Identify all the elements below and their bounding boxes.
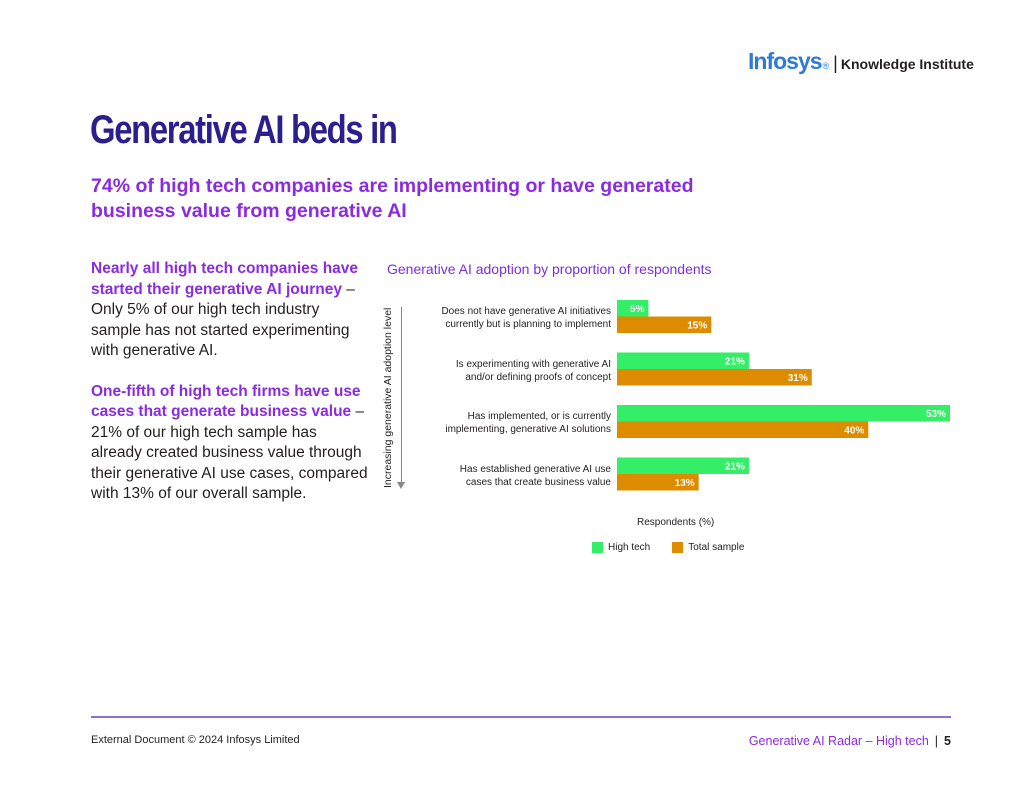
adoption-arrow-line (401, 307, 402, 487)
category-label: Does not have generative AI initiatives c… (441, 305, 611, 331)
paragraph-2: One-fifth of high tech firms have use ca… (91, 382, 371, 505)
legend-item-total-sample: Total sample (672, 542, 744, 553)
data-label: 13% (675, 478, 695, 489)
bar-high-tech (617, 457, 749, 474)
data-label: 21% (725, 356, 745, 367)
data-label: 40% (844, 425, 864, 436)
bar-high-tech (617, 300, 649, 317)
data-label: 5% (630, 304, 645, 315)
category-label-line: Has established generative AI use (459, 463, 611, 475)
p1-text: – Only 5% of our high tech industry samp… (91, 280, 355, 360)
bar-high-tech (617, 405, 950, 422)
legend-label-total-sample: Total sample (688, 542, 745, 553)
page-number: 5 (944, 734, 951, 748)
category-label: Has established generative AI use cases t… (460, 463, 611, 489)
logo-separator: | (833, 53, 838, 73)
page-subtitle: 74% of high tech companies are implement… (91, 175, 694, 222)
bar-total-sample (617, 316, 712, 333)
bar-total-sample (617, 369, 812, 386)
category-label-line: Is experimenting with generative AI (455, 358, 611, 370)
category-label: Is experimenting with generative AI and/o… (456, 358, 611, 384)
data-label: 31% (788, 373, 808, 384)
body-text: Nearly all high tech companies have star… (91, 259, 371, 525)
category-label: Has implemented, or is currently implemen… (445, 410, 611, 436)
bar-total-sample (617, 474, 699, 491)
bar-chart: 5% 15% 21% 31% 53% 40% 21% 13% (617, 300, 950, 491)
bar-total-sample (617, 421, 869, 438)
category-label-line: currently but is planning to implement (445, 319, 611, 330)
logo-brand: Infosys (748, 48, 823, 74)
p1-highlight: Nearly all high tech companies have star… (91, 260, 359, 298)
chart-title: Generative AI adoption by proportion of … (387, 261, 712, 277)
paragraph-1: Nearly all high tech companies have star… (91, 259, 371, 362)
footer-copyright: External Document © 2024 Infosys Limited (91, 734, 300, 746)
infosys-logo: Infosys ® | Knowledge Institute (748, 48, 974, 75)
legend-item-high-tech: High tech (592, 542, 650, 553)
category-label-line: and/or defining proofs of concept (465, 371, 611, 383)
p2-highlight: One-fifth of high tech firms have use ca… (91, 382, 361, 421)
legend-label-high-tech: High tech (608, 542, 651, 553)
chart-legend: High tech Total sample (592, 542, 766, 553)
category-label-line: Does not have generative AI initiatives (441, 306, 611, 317)
legend-swatch-high-tech (592, 542, 603, 553)
category-label-line: implementing, generative AI solutions (445, 424, 611, 435)
p2-text: – 21% of our high tech sample has alread… (91, 403, 368, 502)
page-title: Generative AI beds in (90, 108, 398, 152)
data-label: 21% (725, 461, 745, 472)
legend-swatch-total-sample (672, 542, 684, 553)
footer-divider (91, 716, 951, 718)
data-label: 53% (926, 409, 946, 420)
logo-unit: Knowledge Institute (840, 56, 974, 72)
footer-separator: | (934, 734, 939, 748)
footer-report-name: Generative AI Radar – High tech (748, 734, 929, 748)
category-label-line: Has implemented, or is currently (467, 411, 611, 422)
bar-high-tech (617, 352, 749, 369)
footer-report-title: Generative AI Radar – High tech | 5 (749, 734, 951, 748)
x-axis-label: Respondents (%) (637, 517, 715, 528)
arrow-down-icon (397, 482, 405, 489)
category-label-line: cases that create business value (465, 476, 611, 488)
data-label: 15% (687, 320, 707, 331)
logo-registered-mark: ® (822, 61, 830, 71)
